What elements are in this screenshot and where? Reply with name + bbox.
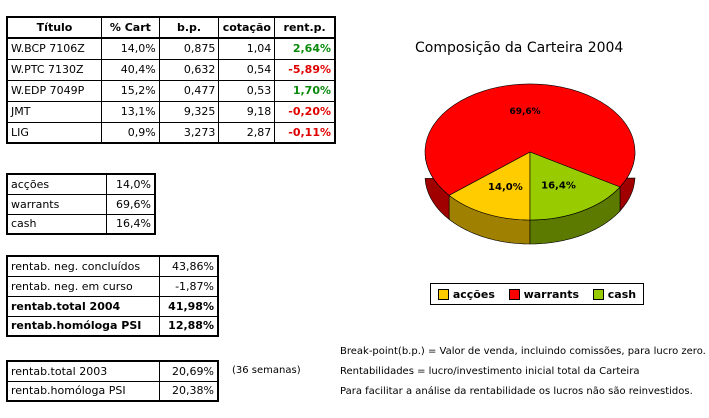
position-bp: 0,632	[158, 58, 220, 81]
position-rent: 1,70%	[274, 79, 336, 102]
position-rent: -5,89%	[274, 58, 336, 81]
legend-item-acções: acções	[437, 287, 495, 301]
allocation-row: warrants 69,6%	[6, 193, 156, 215]
returns-value: 41,98%	[159, 295, 219, 317]
returns-table: rentab. neg. concluídos 43,86% rentab. neg…	[6, 255, 219, 337]
col-header-titulo: Título	[6, 16, 103, 39]
note-reinvest: Para facilitar a análise da rentabilidad…	[340, 386, 693, 397]
position-titulo: W.EDP 7049P	[6, 79, 103, 102]
position-titulo: W.BCP 7106Z	[6, 37, 103, 60]
history-value: 20,38%	[159, 380, 219, 402]
position-cotacao: 0,54	[218, 58, 276, 81]
note-break-point: Break-point(b.p.) = Valor de venda, incl…	[340, 346, 706, 357]
allocation-label: acções	[6, 173, 107, 195]
legend-swatch	[592, 288, 604, 300]
legend-label: cash	[607, 287, 637, 301]
returns-value: -1,87%	[159, 275, 219, 297]
returns-row: rentab.homóloga PSI 12,88%	[6, 315, 219, 337]
returns-label: rentab. neg. concluídos	[6, 255, 160, 277]
allocation-row: acções 14,0%	[6, 173, 156, 195]
allocation-label: warrants	[6, 193, 107, 215]
allocation-row: cash 16,4%	[6, 213, 156, 235]
allocation-value: 16,4%	[106, 213, 156, 235]
legend-item-warrants: warrants	[508, 287, 580, 301]
pie-label-cash: 16,4%	[541, 181, 576, 192]
note-rentabilidades: Rentabilidades = lucro/investimento inic…	[340, 366, 640, 377]
position-cotacao: 9,18	[218, 100, 276, 123]
position-bp: 3,273	[158, 121, 220, 144]
position-row: JMT 13,1% 9,325 9,18 -0,20%	[6, 100, 336, 123]
position-titulo: LIG	[6, 121, 103, 144]
col-header-bp: b.p.	[158, 16, 220, 39]
returns-row: rentab. neg. em curso -1,87%	[6, 275, 219, 297]
col-header-rent: rent.p.	[274, 16, 336, 39]
history-label: rentab.total 2003	[6, 360, 160, 382]
position-bp: 0,875	[158, 37, 220, 60]
legend-label: acções	[452, 287, 495, 301]
chart-title: Composição da Carteira 2004	[415, 40, 624, 56]
positions-body: W.BCP 7106Z 14,0% 0,875 1,04 2,64% W.PTC 7130…	[6, 37, 336, 144]
position-cart: 14,0%	[101, 37, 160, 60]
position-titulo: W.PTC 7130Z	[6, 58, 103, 81]
position-cart: 40,4%	[101, 58, 160, 81]
history-label: rentab.homóloga PSI	[6, 380, 160, 402]
allocation-value: 69,6%	[106, 193, 156, 215]
returns-value: 43,86%	[159, 255, 219, 277]
history-table: rentab.total 2003 20,69% rentab.homóloga P…	[6, 360, 219, 402]
returns-row: rentab. neg. concluídos 43,86%	[6, 255, 219, 277]
col-header-cotacao: cotação	[218, 16, 276, 39]
allocation-label: cash	[6, 213, 107, 235]
pie-slice-warrants	[424, 83, 636, 196]
history-value: 20,69%	[159, 360, 219, 382]
position-cotacao: 1,04	[218, 37, 276, 60]
position-row: LIG 0,9% 3,273 2,87 -0,11%	[6, 121, 336, 144]
col-header-cart: % Cart	[101, 16, 160, 39]
position-titulo: JMT	[6, 100, 103, 123]
returns-value: 12,88%	[159, 315, 219, 337]
positions-header-row: Título % Cart b.p. cotação rent.p.	[6, 16, 336, 39]
position-row: W.EDP 7049P 15,2% 0,477 0,53 1,70%	[6, 79, 336, 102]
pie-slice-cash	[529, 151, 621, 221]
returns-label: rentab.homóloga PSI	[6, 315, 160, 337]
position-bp: 9,325	[158, 100, 220, 123]
allocation-body: acções 14,0% warrants 69,6% cash 16,4%	[6, 173, 156, 235]
legend-swatch	[437, 288, 449, 300]
position-rent: 2,64%	[274, 37, 336, 60]
pie-label-warrants: 69,6%	[509, 107, 540, 117]
legend-label: warrants	[523, 287, 580, 301]
returns-label: rentab.total 2004	[6, 295, 160, 317]
pie-label-acções: 14,0%	[488, 182, 523, 193]
position-cart: 0,9%	[101, 121, 160, 144]
pie-chart: 14,0% 69,6% 16,4%	[424, 83, 636, 245]
position-cart: 13,1%	[101, 100, 160, 123]
position-rent: -0,20%	[274, 100, 336, 123]
history-body: rentab.total 2003 20,69% rentab.homóloga P…	[6, 360, 219, 402]
history-row: rentab.total 2003 20,69%	[6, 360, 219, 382]
pie-slice-acções	[448, 151, 531, 221]
positions-table: Título % Cart b.p. cotação rent.p. W.BCP…	[6, 16, 336, 144]
position-cotacao: 0,53	[218, 79, 276, 102]
position-bp: 0,477	[158, 79, 220, 102]
position-row: W.BCP 7106Z 14,0% 0,875 1,04 2,64%	[6, 37, 336, 60]
position-row: W.PTC 7130Z 40,4% 0,632 0,54 -5,89%	[6, 58, 336, 81]
weeks-note: (36 semanas)	[232, 365, 301, 376]
allocation-table: acções 14,0% warrants 69,6% cash 16,4%	[6, 173, 156, 235]
history-row: rentab.homóloga PSI 20,38%	[6, 380, 219, 402]
returns-row: rentab.total 2004 41,98%	[6, 295, 219, 317]
returns-label: rentab. neg. em curso	[6, 275, 160, 297]
position-cotacao: 2,87	[218, 121, 276, 144]
allocation-value: 14,0%	[106, 173, 156, 195]
legend-swatch	[508, 288, 520, 300]
legend-item-cash: cash	[592, 287, 637, 301]
position-rent: -0,11%	[274, 121, 336, 144]
returns-body: rentab. neg. concluídos 43,86% rentab. neg…	[6, 255, 219, 337]
chart-legend: acções warrants cash	[430, 283, 644, 305]
position-cart: 15,2%	[101, 79, 160, 102]
